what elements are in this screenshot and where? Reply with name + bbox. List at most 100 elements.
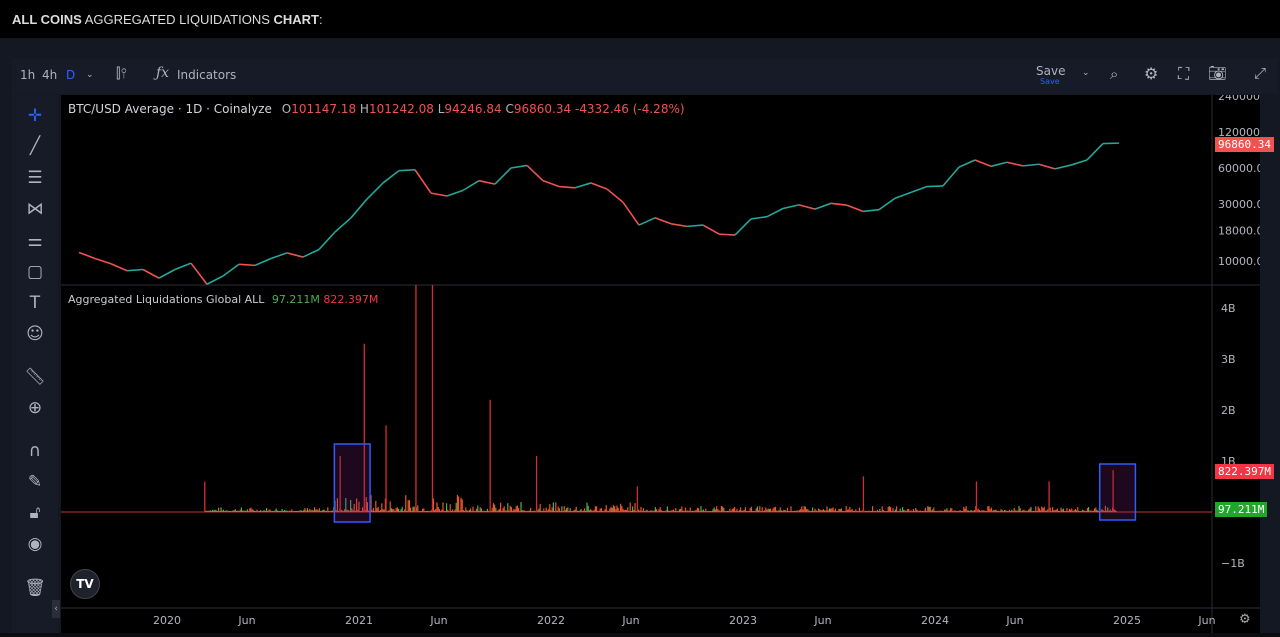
fib-icon[interactable]: ☰ [24,167,46,189]
open-value: 101147.18 [291,102,356,116]
price-segment [847,205,863,211]
trash-icon[interactable]: 🗑︎ [24,577,46,599]
close-label: C [505,102,513,116]
indicators-icon[interactable]: ƒx [156,65,169,81]
lock-icon[interactable]: 🔓︎ [24,502,46,524]
price-segment [111,264,127,271]
price-segment [1087,144,1103,160]
price-segment [1023,164,1039,166]
title-bold-2: CHART [274,12,320,27]
save-chevron-icon[interactable]: ⌄ [1082,68,1090,78]
price-segment [431,193,447,196]
price-segment [319,232,335,249]
liq-tick-label: 3B [1221,353,1236,366]
publish-icon[interactable]: ⤢ [1254,64,1266,82]
pattern-icon[interactable]: ⋈ [24,198,46,220]
price-segment [79,252,95,258]
liq-long-value: 97.211M [272,293,320,306]
page-header: ALL COINS AGGREGATED LIQUIDATIONS CHART: [0,0,1280,38]
collapse-toolbar-button[interactable]: ‹ [52,600,60,618]
indicators-button[interactable]: Indicators [177,68,236,82]
camera-icon[interactable]: 📷︎ [1208,64,1227,82]
liq-tick-label: −1B [1221,557,1245,570]
quick-search-icon[interactable]: ⌕ [1110,65,1118,83]
liq-short-value: 822.397M [323,293,378,306]
price-segment [767,209,783,217]
price-segment [543,181,559,187]
candles-icon[interactable]: ⫿⫯ [116,66,127,82]
drawing-toolbar: ✛ ╱ ☰ ⋈ ⚌ ▢ T ☺ 📏︎ ⊕ ∩ ✎ 🔓︎ ◉ 🗑︎ ‹ [12,95,58,633]
price-legend: BTC/USD Average · 1D · Coinalyze O101147… [68,102,685,116]
chart-area[interactable]: 240000.00120000.0060000.0030000.0018000.… [61,95,1260,633]
price-segment [831,203,847,205]
price-tick-label: 18000.00 [1218,225,1260,238]
crosshair-icon[interactable]: ✛ [24,105,46,127]
price-segment [959,160,975,167]
price-segment [127,269,143,270]
time-tick-label: Jun [1005,614,1023,627]
price-segment [383,171,399,183]
price-segment [575,183,591,188]
liq-long-tag: 97.211M [1215,502,1267,517]
price-segment [271,253,287,259]
ruler-icon[interactable]: 📏︎ [24,366,46,388]
time-tick-label: 2025 [1113,614,1141,627]
price-segment [415,170,431,193]
magnet-icon[interactable]: ∩ [24,440,46,462]
price-segment [751,217,767,219]
save-button[interactable]: Save [1036,64,1065,78]
rectangle-icon[interactable]: ▢ [24,261,46,283]
interval-4h[interactable]: 4h [42,68,57,82]
top-toolbar: 1h 4h D ⌄ ⫿⫯ ƒx Indicators Save Save ⌄ ⌕… [12,58,1278,94]
fullscreen-icon[interactable]: ⛶ [1178,64,1189,84]
lock-drawing-icon[interactable]: ✎ [24,471,46,493]
eye-icon[interactable]: ◉ [24,533,46,555]
time-tick-label: 2021 [345,614,373,627]
interval-d[interactable]: D [66,68,75,82]
text-icon[interactable]: T [24,292,46,314]
gear-icon[interactable]: ⚙ [1144,64,1158,83]
time-tick-label: Jun [1197,614,1215,627]
price-segment [927,186,943,187]
price-segment [335,218,351,232]
trendline-icon[interactable]: ╱ [24,135,46,157]
price-segment [479,181,495,184]
price-segment [239,264,255,265]
title-bold: ALL COINS [12,12,82,27]
price-segment [367,183,383,199]
high-value: 101242.08 [369,102,434,116]
projection-icon[interactable]: ⚌ [24,230,46,252]
price-segment [607,189,623,202]
save-sublabel: Save [1040,77,1060,86]
price-segment [879,198,895,209]
price-segment [351,199,367,218]
price-tick-label: 240000.00 [1218,95,1260,103]
price-segment [911,187,927,193]
time-tick-label: 2024 [921,614,949,627]
price-segment [287,253,303,257]
price-segment [591,183,607,189]
price-segment [399,170,415,171]
price-segment [223,264,239,276]
low-value: 94246.84 [444,102,501,116]
interval-1h[interactable]: 1h [20,68,35,82]
price-segment [1039,164,1055,169]
chart-svg[interactable]: 240000.00120000.0060000.0030000.0018000.… [61,95,1260,633]
price-segment [175,263,191,269]
zoom-in-icon[interactable]: ⊕ [24,397,46,419]
chevron-down-icon[interactable]: ⌄ [86,70,94,80]
price-segment [783,205,799,209]
time-tick-label: 2023 [729,614,757,627]
settings-icon[interactable]: ⚙ [1239,612,1251,627]
tradingview-logo[interactable]: TV [70,569,100,599]
price-segment [303,249,319,257]
price-segment [159,269,175,278]
price-tick-label: 30000.00 [1218,198,1260,211]
highlight-rectangle [1100,464,1136,520]
price-segment [799,205,815,209]
price-segment [975,160,991,166]
emoji-icon[interactable]: ☺ [24,323,46,345]
price-segment [943,167,959,186]
liq-legend: Aggregated Liquidations Global ALL 97.21… [68,293,378,306]
price-segment [623,202,639,225]
